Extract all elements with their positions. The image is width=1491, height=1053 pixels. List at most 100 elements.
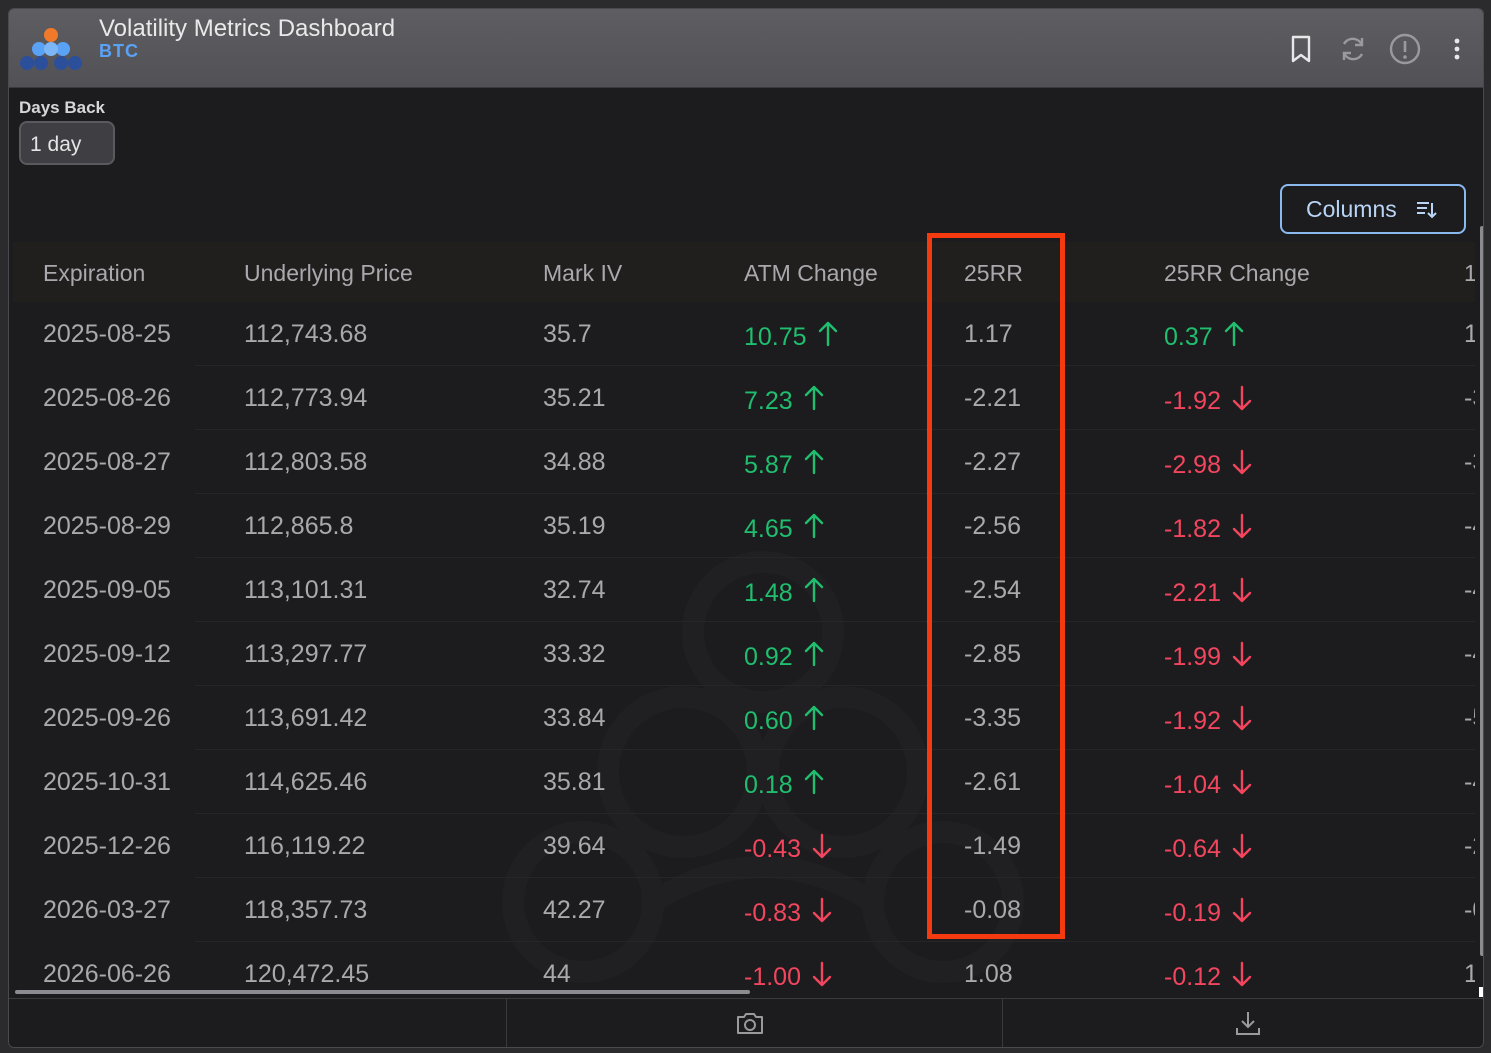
cell-expiration-value: 2025-08-25 [43,320,171,348]
days-back-label: Days Back [19,98,106,117]
col-mark-iv[interactable]: Mark IV [543,260,623,286]
cell-mark-iv-value: 44 [543,960,571,988]
vertical-scrollbar[interactable] [1480,226,1483,956]
cell-next: 1 [1464,960,1475,989]
cell-next: -4 [1464,576,1475,605]
cell-atm-change-value: 4.65 [744,515,793,543]
days-back-select[interactable]: 1 day [19,121,115,165]
cell-underlying-price: 112,803.58 [244,448,367,477]
cell-25rr-value: 1.08 [964,960,1013,988]
cell-underlying-price: 112,773.94 [244,384,367,413]
table-row[interactable]: 2025-09-05 113,101.31 32.74 1.48 -2.54 -2.21 -… [13,558,1475,622]
more-vert-icon[interactable] [1431,31,1483,67]
col-25rr[interactable]: 25RR [964,260,1023,286]
row-separator [195,685,1475,686]
table-row[interactable]: 2025-08-27 112,803.58 34.88 5.87 -2.27 -2.98 -… [13,430,1475,494]
columns-button[interactable]: Columns [1280,184,1466,234]
cell-atm-change-value: -1.00 [744,963,801,991]
cell-next-value: 1 [1464,960,1475,988]
arrow-down-icon [1232,961,1252,987]
col-next[interactable]: 1 [1464,260,1475,287]
col-25rr-change[interactable]: 25RR Change [1164,260,1310,286]
row-separator [195,621,1475,622]
cell-underlying-price: 112,743.68 [244,320,367,349]
cell-underlying-price-value: 112,803.58 [244,448,368,476]
cell-mark-iv-value: 39.64 [543,832,606,860]
col-atm-change[interactable]: ATM Change [744,260,878,286]
row-separator [195,749,1475,750]
table-row[interactable]: 2025-08-25 112,743.68 35.7 10.75 1.17 0.37 1 [13,302,1475,366]
table-row[interactable]: 2026-03-27 118,357.73 42.27 -0.83 -0.08 -0.19… [13,878,1475,942]
cell-expiration-value: 2026-03-27 [43,896,171,924]
table-row[interactable]: 2025-10-31 114,625.46 35.81 0.18 -2.61 -1.04 -… [13,750,1475,814]
row-separator [195,941,1475,942]
footer-divider [1002,999,1003,1047]
cell-mark-iv-value: 32.74 [543,576,606,604]
cell-25rr-change-value: -1.99 [1164,643,1221,671]
cell-expiration: 2025-08-26 [43,384,171,413]
cell-25rr-value: -2.21 [964,384,1021,412]
table-row[interactable]: 2025-08-29 112,865.8 35.19 4.65 -2.56 -1.82 -4 [13,494,1475,558]
cell-expiration-value: 2025-12-26 [43,832,171,860]
cell-next-value: -2 [1464,832,1475,860]
widget-footer [9,998,1483,1047]
cell-next: -3 [1464,448,1475,477]
cell-25rr: -0.08 [964,896,1021,925]
cell-25rr: -2.54 [964,576,1021,605]
cell-underlying-price: 113,297.77 [244,640,367,669]
cell-mark-iv: 33.84 [543,704,606,733]
row-separator [195,813,1475,814]
cell-25rr-change: -1.04 [1164,768,1253,800]
cell-expiration-value: 2025-09-05 [43,576,171,604]
col-expiration[interactable]: Expiration [43,260,146,286]
dashboard-title: Volatility Metrics Dashboard [99,15,396,42]
table-row[interactable]: 2025-08-26 112,773.94 35.21 7.23 -2.21 -1.92 -… [13,366,1475,430]
camera-icon[interactable] [735,1009,765,1037]
sort-columns-icon [1416,202,1437,219]
cell-next: -0 [1464,896,1475,925]
table-row[interactable]: 2026-06-26 120,472.45 44 -1.00 1.08 -0.12 1 [13,942,1475,997]
cell-25rr-value: -2.54 [964,576,1021,604]
col-underlying-price[interactable]: Underlying Price [244,260,413,286]
cell-25rr-change-value: -2.98 [1164,451,1221,479]
horizontal-scrollbar[interactable] [15,990,750,994]
table-row[interactable]: 2025-09-26 113,691.42 33.84 0.60 -3.35 -1.92 -… [13,686,1475,750]
cell-25rr-value: -0.08 [964,896,1021,924]
cell-mark-iv-value: 42.27 [543,896,606,924]
cell-next-value: -0 [1464,896,1475,924]
cell-next-value: -4 [1464,512,1475,540]
cell-mark-iv: 35.7 [543,320,592,349]
cell-next-value: 1 [1464,320,1475,348]
cell-25rr-change-value: -1.82 [1164,515,1221,543]
cell-25rr-change: -0.12 [1164,960,1253,992]
cell-atm-change: 10.75 [744,320,839,352]
arrow-down-icon [812,897,832,923]
cell-next: -3 [1464,384,1475,413]
cell-atm-change: 0.60 [744,704,825,736]
cell-mark-iv: 35.19 [543,512,606,541]
cell-25rr-change: -2.98 [1164,448,1253,480]
cell-mark-iv: 42.27 [543,896,606,925]
cell-atm-change-value: 10.75 [744,323,807,351]
cell-mark-iv: 34.88 [543,448,606,477]
cell-next-value: -5 [1464,704,1475,732]
cell-25rr-change: -1.82 [1164,512,1253,544]
cell-underlying-price: 120,472.45 [244,960,369,989]
cell-expiration: 2025-09-26 [43,704,171,733]
cell-next-value: -4 [1464,576,1475,604]
cell-25rr-change-value: -0.19 [1164,899,1221,927]
row-separator [195,877,1475,878]
table-row[interactable]: 2025-12-26 116,119.22 39.64 -0.43 -1.49 -0.64… [13,814,1475,878]
cell-underlying-price-value: 112,865.8 [244,512,354,540]
table-row[interactable]: 2025-09-12 113,297.77 33.32 0.92 -2.85 -1.99 -… [13,622,1475,686]
cell-underlying-price-value: 112,743.68 [244,320,368,348]
cell-underlying-price-value: 116,119.22 [244,832,366,860]
arrow-up-icon [1224,321,1243,347]
refresh-icon[interactable] [1327,31,1379,67]
cell-underlying-price-value: 118,357.73 [244,896,368,924]
bookmark-icon[interactable] [1275,31,1327,67]
cell-atm-change-value: -0.83 [744,899,801,927]
download-icon[interactable] [1233,1009,1263,1037]
cell-mark-iv-value: 35.7 [543,320,592,348]
info-icon[interactable] [1379,31,1431,67]
